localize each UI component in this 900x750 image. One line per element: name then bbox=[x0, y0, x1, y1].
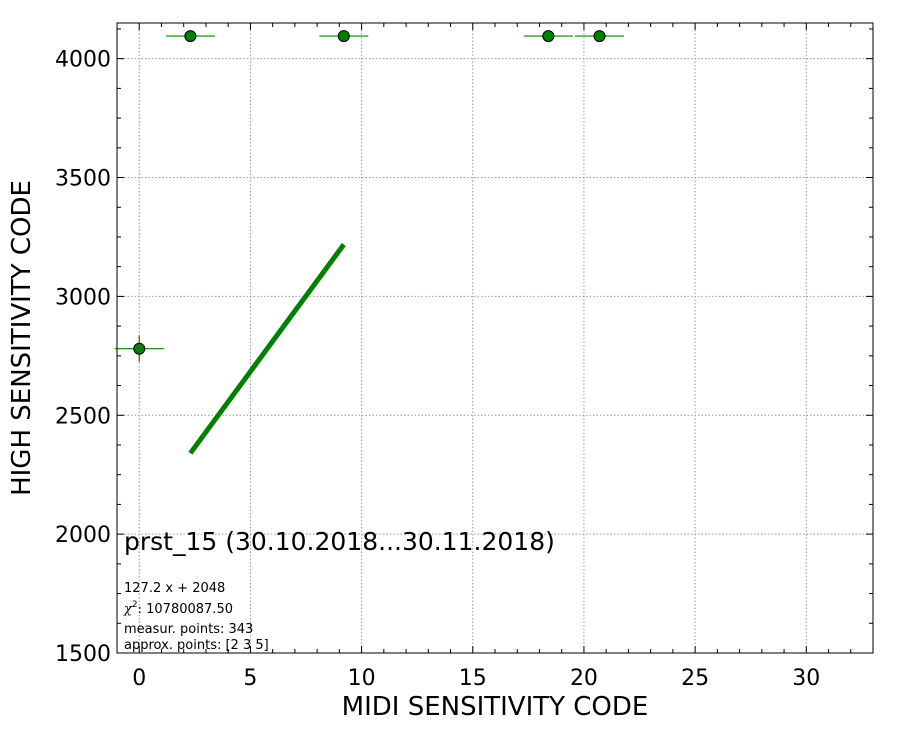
x-tick-label: 20 bbox=[570, 666, 598, 691]
y-tick-label: 2000 bbox=[55, 523, 111, 548]
annotation-approx-points: approx. points: [2 3 5] bbox=[124, 638, 269, 653]
y-tick-label: 4000 bbox=[55, 48, 111, 73]
y-tick-label: 3000 bbox=[55, 285, 111, 310]
y-axis-label: HIGH SENSITIVITY CODE bbox=[7, 180, 37, 496]
x-axis-label: MIDI SENSITIVITY CODE bbox=[342, 692, 649, 722]
fit-line-layer bbox=[188, 243, 346, 455]
tick-labels: 0 5 10 15 20 25 30 1500 2000 2500 3000 3500 4000 bbox=[55, 48, 820, 691]
data-point bbox=[184, 30, 197, 43]
x-tick-label: 25 bbox=[681, 666, 709, 691]
data-point bbox=[133, 342, 146, 355]
fit-line bbox=[188, 243, 346, 455]
y-tick-label: 1500 bbox=[55, 642, 111, 667]
annotation-title: prst_15 (30.10.2018...30.11.2018) bbox=[124, 527, 555, 556]
annotation-chi2-value: 10780087.50 bbox=[146, 602, 233, 617]
y-tick-label: 2500 bbox=[55, 404, 111, 429]
x-tick-label: 30 bbox=[792, 666, 820, 691]
annotation-chi2: χ2: 10780087.50 bbox=[123, 600, 233, 617]
y-tick-label: 3500 bbox=[55, 167, 111, 192]
data-points-layer bbox=[114, 30, 624, 362]
x-tick-label: 15 bbox=[459, 666, 487, 691]
data-point bbox=[337, 30, 350, 43]
x-tick-label: 10 bbox=[348, 666, 376, 691]
annotation-formula: 127.2 x + 2048 bbox=[124, 581, 225, 596]
x-tick-label: 5 bbox=[243, 666, 257, 691]
x-tick-label: 0 bbox=[132, 666, 146, 691]
data-point bbox=[542, 30, 555, 43]
grid-lines bbox=[117, 23, 873, 654]
axis-ticks bbox=[116, 23, 874, 654]
plot-frame bbox=[116, 22, 874, 654]
data-point bbox=[593, 30, 606, 43]
annotation-measur-points: measur. points: 343 bbox=[124, 622, 253, 637]
